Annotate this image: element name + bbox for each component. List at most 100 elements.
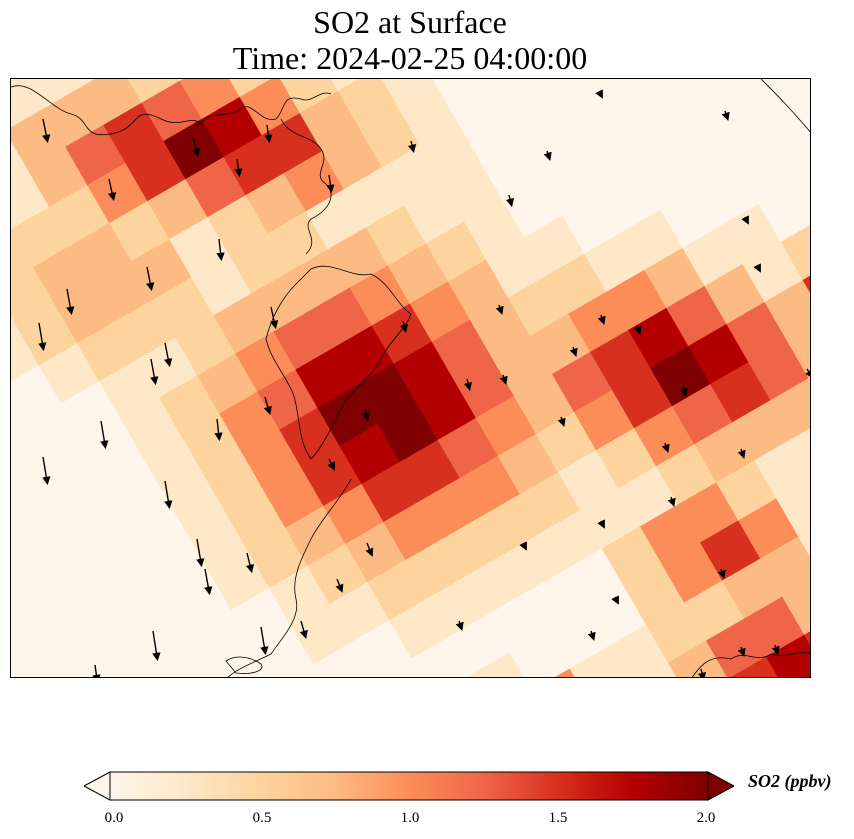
- field-cell: [694, 421, 756, 484]
- field-cell: [590, 329, 652, 391]
- field-cell: [600, 171, 662, 233]
- field-cell: [305, 188, 368, 251]
- field-cell: [405, 537, 467, 600]
- wind-arrow: [264, 124, 273, 144]
- field-cell: [201, 96, 263, 158]
- field-cell: [481, 493, 544, 556]
- wind-arrow: [327, 458, 335, 471]
- field-cell: [623, 563, 686, 626]
- field-cell: [192, 609, 255, 672]
- field-cell: [760, 536, 810, 598]
- field-cell: [359, 106, 422, 169]
- field-cell: [644, 247, 706, 309]
- field-cell: [11, 168, 51, 230]
- field-cell: [421, 477, 483, 540]
- field-cell: [49, 184, 111, 246]
- field-cell: [11, 266, 57, 329]
- field-cell: [197, 353, 259, 415]
- coastline-north: [11, 85, 332, 136]
- field-cell: [77, 320, 139, 383]
- field-cell: [217, 79, 280, 98]
- field-cell: [639, 503, 702, 566]
- field-cell: [547, 607, 610, 670]
- field-cell: [730, 79, 793, 107]
- wind-arrow: [42, 456, 51, 486]
- field-cell: [185, 156, 247, 219]
- field-cell: [11, 424, 47, 487]
- field-cell: [469, 297, 532, 359]
- field-cell: [661, 541, 724, 604]
- wind-arrow: [633, 324, 642, 335]
- field-cell: [475, 395, 538, 457]
- field-cell: [179, 79, 241, 120]
- field-cell: [726, 301, 788, 364]
- wind-arrow: [407, 140, 417, 154]
- field-cell: [459, 455, 522, 518]
- field-cell: [645, 602, 708, 664]
- wind-arrow: [66, 288, 75, 316]
- field-cell: [436, 79, 498, 125]
- field-cell: [125, 140, 187, 202]
- field-cell: [257, 369, 319, 431]
- wind-arrow: [661, 442, 670, 453]
- field-cell: [94, 615, 157, 677]
- field-cell: [267, 210, 329, 273]
- field-cell: [463, 199, 526, 261]
- field-cell: [579, 487, 642, 550]
- field-cell: [343, 166, 406, 229]
- field-cell: [208, 549, 271, 611]
- field-cell: [66, 479, 129, 541]
- colorbar-tick-4: 2.0: [696, 810, 716, 826]
- field-cell: [622, 209, 684, 271]
- field-cell: [132, 593, 195, 655]
- field-cell: [638, 149, 700, 211]
- field-cell: [411, 635, 473, 677]
- wind-arrow: [299, 620, 308, 640]
- wind-arrow: [216, 238, 225, 262]
- field-cell: [556, 94, 618, 157]
- field-cell: [263, 467, 325, 529]
- wind-arrow: [42, 118, 51, 144]
- field-cell: [744, 596, 806, 658]
- wind-arrow: [543, 150, 552, 161]
- field-cell: [22, 402, 85, 465]
- field-cell: [716, 459, 778, 522]
- field-cell: [11, 523, 53, 585]
- field-cell: [660, 187, 722, 249]
- field-cell: [540, 155, 602, 217]
- wind-arrow: [399, 320, 409, 334]
- field-cell: [497, 433, 560, 496]
- field-cell: [688, 323, 750, 386]
- wind-arrow: [717, 568, 726, 579]
- field-cell: [634, 405, 696, 468]
- field-cell: [104, 457, 167, 519]
- coastline-northeast: [760, 79, 810, 133]
- field-cell: [503, 531, 566, 594]
- field-cell: [437, 417, 500, 479]
- wind-arrow: [100, 420, 109, 450]
- field-cell: [449, 613, 511, 676]
- wind-arrow: [597, 519, 605, 529]
- field-cell: [752, 83, 810, 145]
- colorbar-extend-high: [707, 771, 736, 801]
- field-cell: [790, 79, 810, 123]
- field-cell: [203, 451, 265, 513]
- wind-arrow: [234, 158, 243, 178]
- wind-vectors: [38, 89, 810, 677]
- field-cell: [11, 485, 31, 547]
- field-cell: [333, 325, 395, 387]
- field-cell: [507, 275, 570, 337]
- field-cell: [60, 380, 123, 443]
- field-cell: [279, 407, 341, 469]
- wind-arrow: [361, 408, 371, 422]
- wind-arrow: [595, 89, 603, 99]
- field-cell: [187, 511, 249, 573]
- field-cell: [87, 162, 149, 224]
- wind-arrow: [164, 342, 173, 368]
- field-cell: [519, 471, 582, 534]
- field-cell: [153, 276, 215, 339]
- field-cell: [291, 603, 353, 666]
- wind-arrow: [721, 110, 730, 121]
- field-cell: [698, 165, 760, 227]
- field-cell: [301, 445, 363, 507]
